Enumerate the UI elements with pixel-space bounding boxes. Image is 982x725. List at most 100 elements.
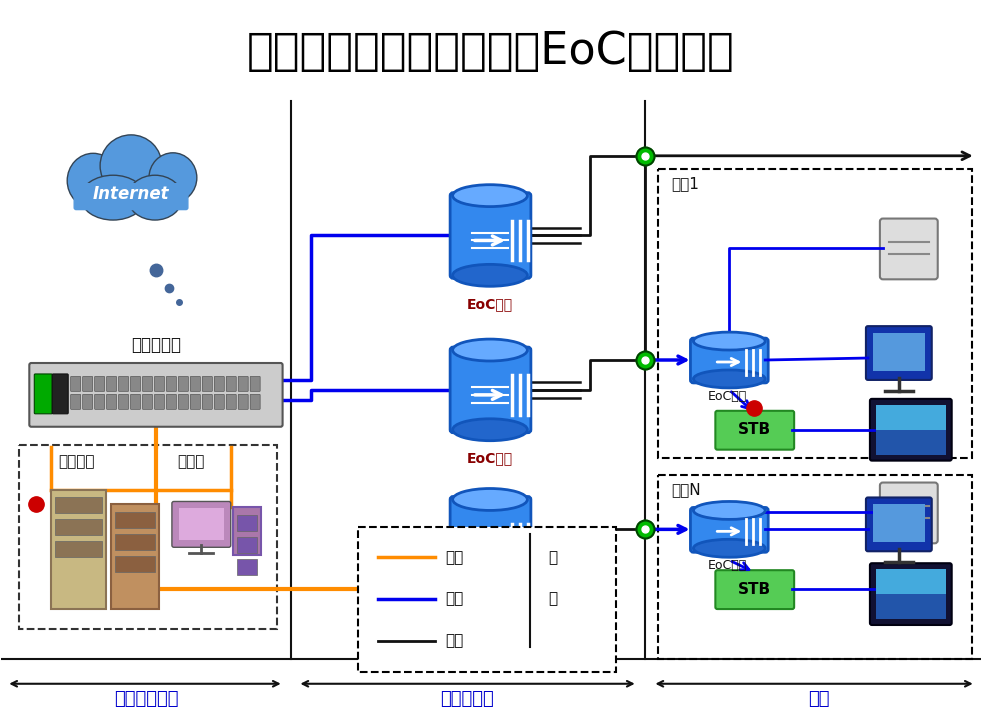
FancyBboxPatch shape [154,376,164,392]
FancyBboxPatch shape [166,376,177,392]
FancyBboxPatch shape [690,507,768,552]
FancyBboxPatch shape [233,507,260,555]
Text: EoC终端: EoC终端 [708,390,747,403]
FancyBboxPatch shape [55,542,102,558]
FancyBboxPatch shape [115,556,155,572]
FancyBboxPatch shape [202,376,212,392]
Ellipse shape [453,265,527,286]
FancyBboxPatch shape [131,394,140,410]
FancyBboxPatch shape [179,508,224,540]
Text: 网线: 网线 [445,592,464,607]
FancyBboxPatch shape [450,193,531,278]
FancyBboxPatch shape [214,394,224,410]
Text: 酒店有线电视双向改造（EoC）系统图: 酒店有线电视双向改造（EoC）系统图 [247,30,735,72]
FancyBboxPatch shape [71,394,81,410]
FancyBboxPatch shape [75,183,188,210]
FancyBboxPatch shape [880,483,938,543]
FancyBboxPatch shape [115,513,155,529]
FancyBboxPatch shape [876,405,946,455]
FancyBboxPatch shape [450,497,531,582]
Text: 客房1: 客房1 [672,176,699,191]
FancyBboxPatch shape [142,394,152,410]
Ellipse shape [693,539,765,558]
Text: Internet: Internet [92,185,169,203]
FancyBboxPatch shape [239,394,248,410]
FancyBboxPatch shape [94,394,105,410]
FancyBboxPatch shape [107,376,117,392]
FancyBboxPatch shape [115,534,155,550]
FancyBboxPatch shape [876,569,946,594]
FancyBboxPatch shape [358,527,616,672]
Ellipse shape [453,568,527,590]
Text: 同轴: 同轴 [445,634,464,648]
FancyBboxPatch shape [52,374,68,414]
FancyBboxPatch shape [866,497,932,551]
Text: 例: 例 [548,592,557,607]
FancyBboxPatch shape [94,376,105,392]
FancyBboxPatch shape [250,394,260,410]
Text: 楼层设备间: 楼层设备间 [440,689,494,708]
FancyBboxPatch shape [191,376,200,392]
Text: 光缆: 光缆 [445,550,464,565]
Text: EoC前端: EoC前端 [466,297,513,311]
FancyBboxPatch shape [191,394,200,410]
FancyBboxPatch shape [226,376,237,392]
FancyBboxPatch shape [107,394,117,410]
FancyBboxPatch shape [876,405,946,430]
FancyBboxPatch shape [131,376,140,392]
FancyBboxPatch shape [237,537,256,553]
Text: EoC终端: EoC终端 [708,559,747,572]
FancyBboxPatch shape [119,376,129,392]
FancyBboxPatch shape [226,394,237,410]
FancyBboxPatch shape [166,394,177,410]
Ellipse shape [453,185,527,207]
Ellipse shape [67,153,119,208]
Ellipse shape [693,370,765,388]
FancyBboxPatch shape [172,502,231,547]
Ellipse shape [81,175,145,220]
FancyBboxPatch shape [237,559,256,575]
FancyBboxPatch shape [880,218,938,279]
FancyBboxPatch shape [34,374,52,414]
FancyBboxPatch shape [214,376,224,392]
Text: 图: 图 [548,550,557,565]
FancyBboxPatch shape [111,505,159,609]
Ellipse shape [453,419,527,441]
Ellipse shape [149,153,196,202]
FancyBboxPatch shape [450,347,531,433]
FancyBboxPatch shape [29,363,283,427]
Text: EoC前端: EoC前端 [466,601,513,615]
FancyBboxPatch shape [179,376,189,392]
Text: 核心交换机: 核心交换机 [131,336,181,354]
Text: 客房N: 客房N [672,482,701,497]
FancyBboxPatch shape [250,376,260,392]
FancyBboxPatch shape [715,411,794,450]
FancyBboxPatch shape [179,394,189,410]
FancyBboxPatch shape [876,569,946,619]
FancyBboxPatch shape [71,376,81,392]
FancyBboxPatch shape [82,394,92,410]
FancyBboxPatch shape [202,394,212,410]
FancyBboxPatch shape [142,376,152,392]
FancyBboxPatch shape [873,333,925,371]
Ellipse shape [128,175,183,220]
Ellipse shape [453,489,527,510]
FancyBboxPatch shape [119,394,129,410]
FancyBboxPatch shape [870,399,952,460]
Text: STB: STB [737,581,771,597]
Ellipse shape [453,339,527,361]
Text: 酒店中心机房: 酒店中心机房 [114,689,178,708]
Text: 客房: 客房 [808,689,830,708]
FancyBboxPatch shape [82,376,92,392]
Ellipse shape [693,502,765,519]
Ellipse shape [100,135,162,196]
FancyBboxPatch shape [866,326,932,380]
FancyBboxPatch shape [154,394,164,410]
Text: 直播点播: 直播点播 [58,454,94,469]
FancyBboxPatch shape [690,338,768,383]
FancyBboxPatch shape [51,489,106,609]
FancyBboxPatch shape [239,376,248,392]
FancyBboxPatch shape [715,570,794,609]
FancyBboxPatch shape [55,519,102,535]
Text: EoC前端: EoC前端 [466,452,513,465]
